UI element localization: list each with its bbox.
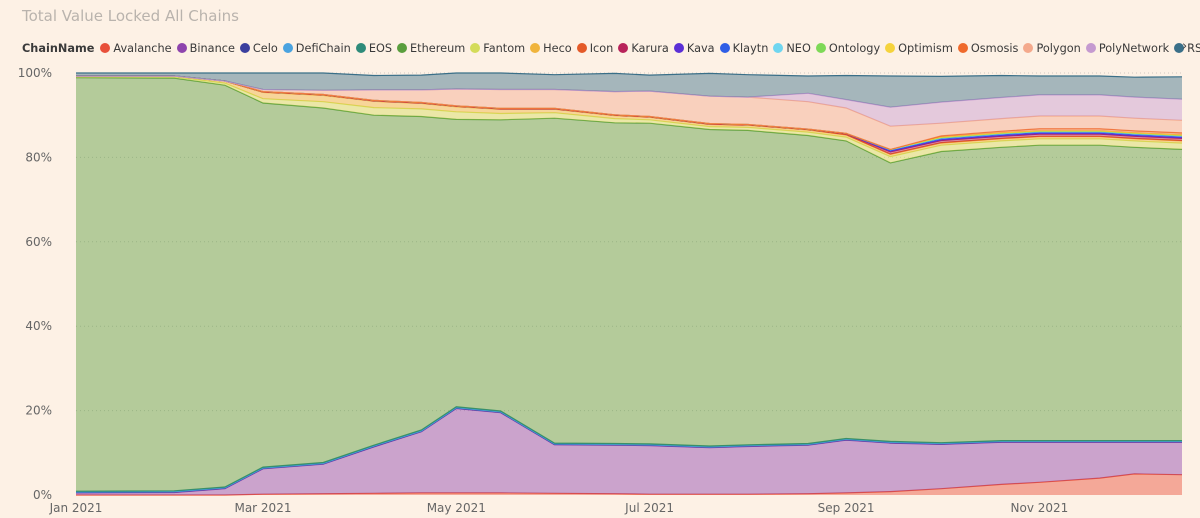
- legend-item-label: Osmosis: [970, 41, 1019, 55]
- legend-dot-icon: [239, 43, 250, 53]
- legend-item-icon[interactable]: Icon: [576, 41, 614, 55]
- legend-dot-icon: [773, 43, 784, 53]
- legend-item-kava[interactable]: Kava: [673, 41, 715, 55]
- x-tick-label: Jul 2021: [624, 501, 674, 515]
- legend-item-label: DefiChain: [295, 41, 351, 55]
- legend-dot-icon: [1085, 43, 1096, 53]
- legend-item-label: Avalanche: [113, 41, 172, 55]
- legend-item-osmosis[interactable]: Osmosis: [957, 41, 1019, 55]
- legend-dot-icon: [885, 43, 896, 53]
- legend-item-label: Ontology: [828, 41, 881, 55]
- y-tick-label: 40%: [25, 319, 52, 333]
- legend: ChainName Avalanche Binance Celo DefiChain E…: [22, 40, 1200, 56]
- legend-dot-icon: [100, 43, 111, 53]
- legend-dot-icon: [176, 43, 187, 53]
- line-series-ethereum: [75, 77, 1183, 164]
- y-tick-label: 100%: [18, 66, 52, 80]
- legend-title: ChainName: [22, 41, 95, 55]
- line-series-polynetwork: [76, 75, 1183, 108]
- y-tick-label: 20%: [25, 404, 52, 418]
- legend-item-optimism[interactable]: Optimism: [885, 42, 953, 55]
- legend-item-label: PolyNetwork: [1098, 41, 1170, 55]
- line-series-rsk: [76, 72, 1183, 78]
- legend-item-label: Kava: [686, 41, 715, 55]
- legend-next-icon[interactable]: ›: [1182, 39, 1188, 54]
- area-series-polynetwork[interactable]: [76, 76, 1182, 127]
- legend-item-defichain[interactable]: DefiChain: [282, 41, 351, 55]
- chart-title: Total Value Locked All Chains: [22, 7, 239, 25]
- legend-item-ethereum[interactable]: Ethereum: [397, 42, 465, 55]
- legend-item-avalanche[interactable]: Avalanche: [100, 41, 172, 55]
- line-series-osmosis: [76, 75, 1183, 151]
- line-series-avalanche: [76, 473, 1183, 496]
- legend-dot-icon: [576, 43, 587, 53]
- legend-dot-icon: [282, 43, 293, 53]
- legend-item-label: Fantom: [483, 41, 526, 55]
- legend-dot-icon: [355, 43, 366, 53]
- legend-item-label: Klaytn: [732, 41, 769, 55]
- y-tick-label: 60%: [25, 235, 52, 249]
- legend-item-label: Ethereum: [410, 41, 466, 55]
- legend-item-rsk[interactable]: RSK: [1174, 42, 1200, 55]
- legend-item-label: Heco: [543, 41, 572, 55]
- area-series-polygon[interactable]: [76, 76, 1182, 150]
- x-tick-label: Jan 2021: [49, 501, 103, 515]
- legend-dot-icon: [719, 43, 730, 53]
- area-series-rsk[interactable]: [76, 73, 1182, 108]
- legend-dot-icon: [1174, 43, 1185, 53]
- legend-dot-icon: [1023, 43, 1034, 53]
- area-series-ethereum[interactable]: [76, 77, 1182, 492]
- area-series-binance[interactable]: [76, 408, 1182, 496]
- legend-item-label: Karura: [631, 41, 669, 55]
- legend-item-eos[interactable]: EOS: [355, 41, 393, 55]
- legend-item-binance[interactable]: Binance: [176, 41, 235, 55]
- legend-items: Avalanche Binance Celo DefiChain EOS Ethereum…: [100, 42, 1200, 55]
- legend-item-label: RSK: [1187, 41, 1200, 55]
- legend-item-label: NEO: [786, 41, 811, 55]
- y-tick-label: 0%: [33, 488, 52, 502]
- legend-dot-icon: [530, 43, 541, 53]
- legend-dot-icon: [618, 43, 629, 53]
- x-tick-label: Sep 2021: [818, 501, 875, 515]
- x-tick-label: Mar 2021: [234, 501, 291, 515]
- legend-item-label: Icon: [589, 41, 614, 55]
- legend-dot-icon: [815, 43, 826, 53]
- legend-item-fantom[interactable]: Fantom: [470, 42, 525, 55]
- x-tick-label: Nov 2021: [1011, 501, 1069, 515]
- area-layer: [75, 72, 1183, 496]
- x-tick-label: May 2021: [427, 501, 486, 515]
- line-series-eos: [75, 406, 1182, 492]
- line-series-fantom: [76, 76, 1183, 158]
- axis-layer: 0% 20% 40% 60% 80% 100% Jan 2021 Mar 2021 May 20…: [18, 66, 1069, 515]
- legend-item-klaytn[interactable]: Klaytn: [719, 41, 769, 55]
- legend-dot-icon: [397, 43, 408, 53]
- legend-item-ontology[interactable]: Ontology: [815, 41, 881, 55]
- area-series-avalanche[interactable]: [76, 473, 1182, 495]
- legend-item-heco[interactable]: Heco: [530, 42, 572, 55]
- legend-item-label: Binance: [189, 41, 235, 55]
- legend-item-label: Polygon: [1036, 41, 1081, 55]
- legend-item-label: EOS: [368, 41, 393, 55]
- legend-item-karura[interactable]: Karura: [618, 42, 669, 55]
- legend-item-polygon[interactable]: Polygon: [1023, 41, 1081, 55]
- line-series-defichain: [75, 406, 1182, 493]
- legend-item-celo[interactable]: Celo: [239, 41, 278, 55]
- legend-dot-icon: [957, 43, 968, 53]
- area-series-fantom[interactable]: [76, 76, 1182, 163]
- legend-item-neo[interactable]: NEO: [773, 41, 811, 55]
- legend-dot-icon: [673, 43, 684, 53]
- legend-item-label: Optimism: [898, 41, 953, 55]
- legend-dot-icon: [470, 43, 481, 53]
- legend-item-label: Celo: [252, 41, 278, 55]
- legend-item-polynetwork[interactable]: PolyNetwork: [1085, 41, 1170, 55]
- y-tick-label: 80%: [25, 150, 52, 164]
